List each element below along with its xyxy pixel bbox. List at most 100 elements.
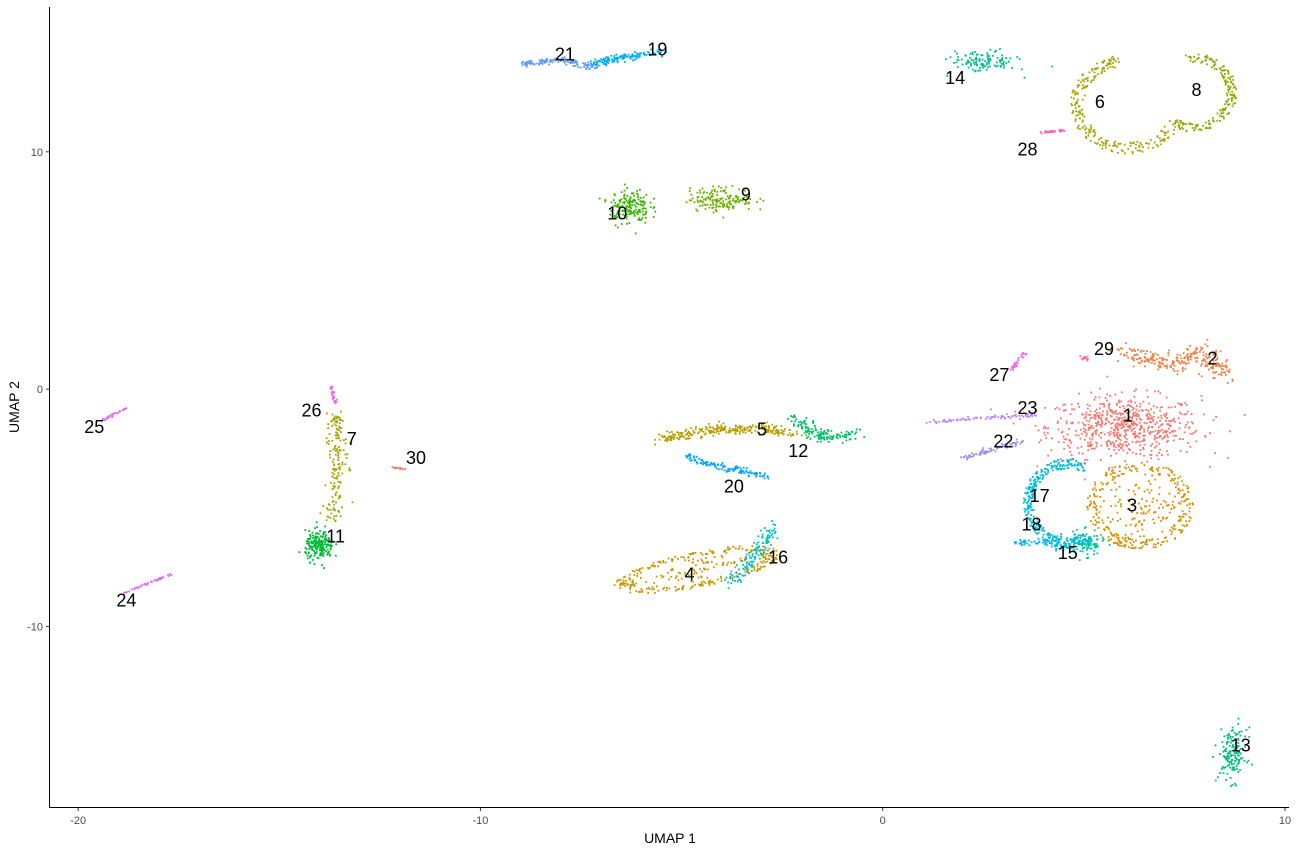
data-point (325, 550, 327, 553)
data-point (694, 583, 697, 586)
data-point (855, 431, 858, 434)
data-point (730, 562, 733, 564)
data-point (967, 59, 969, 62)
data-point (1031, 488, 1034, 491)
data-point (1229, 753, 1232, 756)
data-point (1079, 128, 1081, 130)
data-point (733, 429, 736, 431)
data-point (753, 567, 756, 569)
data-point (1094, 481, 1096, 484)
data-point (1220, 768, 1223, 770)
data-point (1018, 542, 1021, 545)
data-point (1062, 464, 1065, 466)
data-point (999, 60, 1002, 63)
data-point (523, 63, 526, 66)
data-point (1204, 60, 1207, 62)
data-point (775, 558, 778, 561)
data-point (807, 429, 809, 432)
data-point (766, 476, 769, 479)
data-point (548, 63, 550, 66)
data-point (1101, 421, 1104, 424)
data-point (594, 67, 597, 69)
data-point (749, 472, 751, 474)
data-point (331, 496, 334, 499)
data-point (335, 437, 338, 440)
data-point (1191, 502, 1194, 504)
data-point (1089, 140, 1092, 142)
data-point (1025, 492, 1028, 495)
data-point (1152, 543, 1155, 546)
data-point (711, 207, 714, 209)
data-point (560, 60, 562, 62)
data-point (726, 203, 728, 206)
data-point (648, 54, 651, 56)
data-point (401, 468, 404, 471)
data-point (1222, 115, 1225, 118)
data-point (766, 542, 768, 544)
data-point (843, 433, 846, 436)
data-point (1118, 485, 1121, 488)
data-point (1233, 95, 1235, 98)
data-point (1093, 414, 1096, 417)
data-point (1145, 409, 1147, 411)
data-point (1052, 535, 1055, 538)
data-point (1148, 412, 1151, 415)
data-point (994, 50, 996, 53)
data-point (325, 437, 328, 439)
data-point (671, 433, 674, 436)
data-point (669, 437, 672, 439)
data-point (642, 196, 645, 199)
data-point (696, 191, 699, 194)
data-point (794, 416, 796, 418)
data-point (715, 206, 718, 209)
data-point (1098, 417, 1100, 420)
data-point (753, 548, 756, 551)
data-point (1113, 411, 1116, 413)
cluster-23-points (925, 413, 1037, 424)
data-point (575, 60, 577, 63)
data-point (1190, 57, 1192, 59)
data-point (1139, 427, 1142, 430)
data-point (721, 426, 723, 429)
data-point (1125, 463, 1128, 466)
data-point (800, 420, 802, 423)
data-point (744, 574, 746, 577)
data-point (537, 62, 540, 65)
data-point (134, 587, 137, 589)
data-point (770, 534, 773, 537)
data-point (775, 429, 778, 431)
data-point (710, 191, 712, 194)
data-point (1075, 114, 1078, 117)
data-point (1106, 139, 1109, 142)
data-point (635, 57, 638, 60)
data-point (775, 430, 777, 433)
data-point (1231, 82, 1234, 85)
data-point (112, 413, 114, 415)
data-point (765, 542, 767, 545)
data-point (1122, 544, 1125, 547)
data-point (1037, 528, 1040, 531)
data-point (600, 58, 603, 60)
data-point (956, 52, 958, 55)
data-point (1164, 430, 1166, 433)
data-point (1141, 523, 1143, 525)
data-point (695, 426, 697, 428)
data-point (1149, 453, 1152, 456)
data-point (320, 544, 322, 546)
data-point (1119, 505, 1122, 508)
data-point (980, 62, 983, 65)
data-point (757, 547, 759, 549)
data-point (1159, 419, 1161, 422)
data-point (681, 435, 684, 437)
data-point (748, 554, 751, 557)
data-point (1096, 73, 1099, 75)
data-point (1100, 481, 1103, 484)
data-point (720, 186, 723, 189)
data-point (1134, 525, 1137, 528)
data-point (1226, 765, 1229, 767)
data-point (1095, 505, 1098, 507)
data-point (974, 416, 976, 419)
data-point (1227, 733, 1230, 735)
data-point (695, 564, 697, 567)
data-point (1165, 504, 1168, 507)
